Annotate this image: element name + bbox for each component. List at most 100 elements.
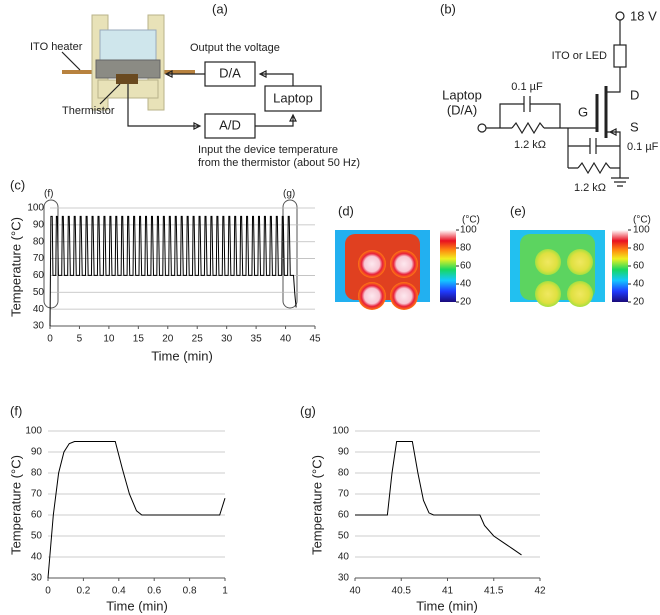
resistor xyxy=(577,161,611,175)
glass xyxy=(99,29,157,63)
x-tick-label: 20 xyxy=(162,334,174,345)
y-tick-label: 60 xyxy=(338,510,350,521)
terminal xyxy=(615,11,625,21)
x-tick-label: 35 xyxy=(251,334,263,345)
x-tick-label: 0.8 xyxy=(183,586,197,597)
x-tick-label: 5 xyxy=(77,334,83,345)
x-tick-label: 0.2 xyxy=(76,586,90,597)
arrow xyxy=(164,70,205,78)
x-tick-label: 41 xyxy=(442,586,454,597)
thermal-d: (d) xyxy=(335,203,456,310)
y-tick-label: 80 xyxy=(338,468,350,479)
thermistor-body xyxy=(116,74,138,84)
x-tick-label: 0 xyxy=(45,586,51,597)
warm-spot xyxy=(567,281,593,307)
panel-label: (b) xyxy=(440,1,456,16)
y-tick-label: 90 xyxy=(31,447,43,458)
warm-spot xyxy=(535,249,561,275)
y-tick-label: 80 xyxy=(33,236,45,247)
capacitor xyxy=(589,138,597,154)
data-line xyxy=(47,441,226,579)
wire xyxy=(606,128,621,178)
x-tick-label: 0.6 xyxy=(147,586,161,597)
x-tick-label: 40 xyxy=(349,586,361,597)
data-line xyxy=(49,215,297,327)
label: 0.1 µF xyxy=(511,81,543,93)
arrow xyxy=(258,70,294,86)
y-axis-label: Temperature (°C) xyxy=(309,455,324,555)
x-axis-label: Time (min) xyxy=(151,348,213,363)
arrow xyxy=(127,84,202,130)
colorbar-unit: (°C) xyxy=(462,215,480,226)
wire xyxy=(486,103,597,129)
colorbar xyxy=(612,230,628,302)
y-tick-label: 70 xyxy=(31,489,43,500)
label: S xyxy=(630,119,639,134)
diagram-a: (a) ITO heater Thermistor Output the vol… xyxy=(30,1,360,168)
label: Laptop xyxy=(442,87,482,102)
panel-label: (a) xyxy=(212,1,228,16)
x-tick-label: 41.5 xyxy=(484,586,504,597)
label: 1.2 kΩ xyxy=(574,182,606,194)
box-label: A/D xyxy=(219,117,241,132)
label: (D/A) xyxy=(447,102,477,117)
x-tick-label: 0 xyxy=(47,334,53,345)
colorbar-unit: (°C) xyxy=(633,215,651,226)
panel-label: (c) xyxy=(10,177,25,192)
label: Output the voltage xyxy=(190,42,280,54)
label: D xyxy=(630,87,639,102)
colorbar-tick-label: 100 xyxy=(460,225,477,236)
x-tick-label: 15 xyxy=(133,334,145,345)
thermal-e: (e) xyxy=(510,203,628,307)
box-label: Laptop xyxy=(273,90,313,105)
box-label: D/A xyxy=(219,65,241,80)
y-tick-label: 50 xyxy=(33,287,45,298)
panel-label: (g) xyxy=(300,403,316,418)
y-tick-label: 60 xyxy=(31,510,43,521)
annotation: (g) xyxy=(283,189,295,200)
y-tick-label: 70 xyxy=(338,489,350,500)
x-tick-label: 40 xyxy=(280,334,292,345)
y-tick-label: 90 xyxy=(338,447,350,458)
panel-label: (f) xyxy=(10,403,22,418)
label: G xyxy=(578,104,588,119)
x-tick-label: 30 xyxy=(221,334,233,345)
x-tick-label: 40.5 xyxy=(392,586,412,597)
colorbar-tick-label: 60 xyxy=(460,261,472,272)
x-tick-label: 1 xyxy=(222,586,228,597)
label: ITO or LED xyxy=(552,50,607,62)
colorbar-tick-label: 20 xyxy=(460,297,472,308)
y-axis-label: Temperature (°C) xyxy=(8,455,23,555)
colorbar-tick-label: 80 xyxy=(460,243,472,254)
label: ITO heater xyxy=(30,41,83,53)
x-tick-label: 45 xyxy=(309,334,321,345)
ground xyxy=(611,177,629,187)
y-tick-label: 100 xyxy=(27,203,44,214)
y-tick-label: 100 xyxy=(332,426,349,437)
x-tick-label: 10 xyxy=(103,334,115,345)
panel-label: (d) xyxy=(338,203,354,218)
capacitor xyxy=(523,96,531,112)
data-line xyxy=(355,441,522,556)
y-tick-label: 40 xyxy=(33,304,45,315)
y-tick-label: 30 xyxy=(33,321,45,332)
annotation: (f) xyxy=(44,189,53,200)
wire xyxy=(567,128,620,169)
x-axis-label: Time (min) xyxy=(106,598,168,613)
y-tick-label: 90 xyxy=(33,219,45,230)
leader xyxy=(99,83,121,105)
colorbar xyxy=(440,230,456,302)
hot-spot xyxy=(358,250,386,278)
y-tick-label: 70 xyxy=(33,253,45,264)
y-tick-label: 50 xyxy=(338,531,350,542)
x-tick-label: 25 xyxy=(192,334,204,345)
wire xyxy=(606,20,621,93)
colorbar-tick-label: 60 xyxy=(633,261,645,272)
label: 1.2 kΩ xyxy=(514,139,546,151)
y-axis-label: Temperature (°C) xyxy=(8,217,23,317)
box xyxy=(264,85,322,112)
y-tick-label: 50 xyxy=(31,531,43,542)
leader xyxy=(61,51,81,71)
terminal xyxy=(477,123,487,133)
y-tick-label: 60 xyxy=(33,270,45,281)
